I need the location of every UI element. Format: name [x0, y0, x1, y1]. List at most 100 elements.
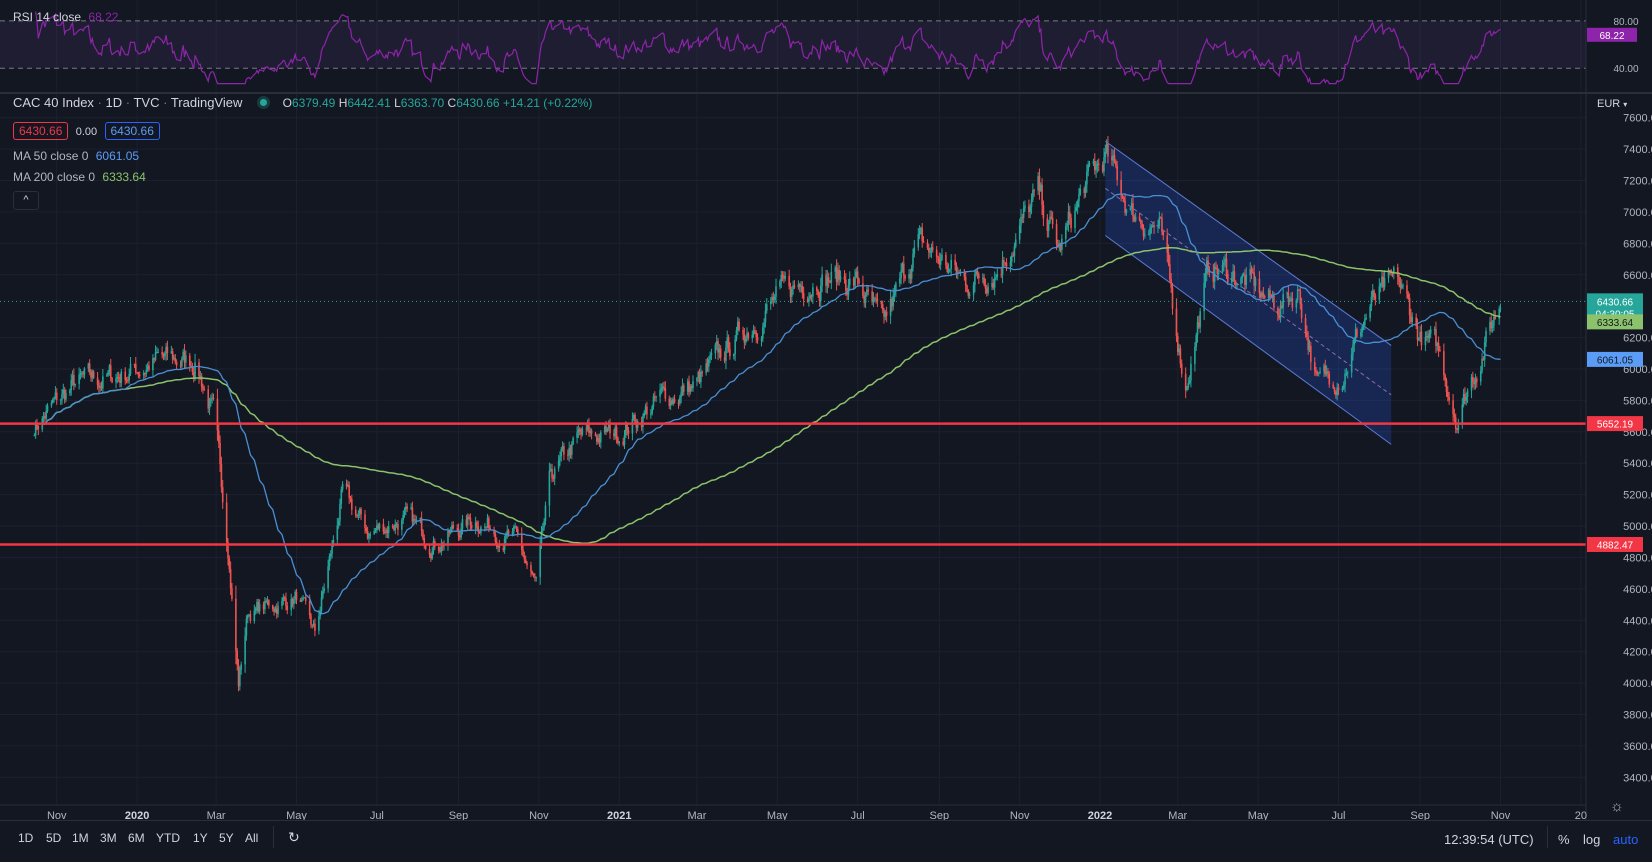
- candle-body: [211, 397, 213, 399]
- candle: [314, 618, 316, 637]
- settings-gear-icon[interactable]: ☼: [1610, 798, 1624, 815]
- candle-body: [1354, 329, 1357, 339]
- candle: [300, 596, 303, 603]
- candle-body: [1088, 163, 1091, 165]
- collapse-legend-button[interactable]: ^: [13, 191, 39, 210]
- candle-body: [1490, 321, 1493, 329]
- candle-body: [954, 259, 956, 266]
- candle: [1475, 376, 1478, 388]
- candle: [995, 273, 997, 281]
- rsi-legend[interactable]: RSI 14 close 68.22: [13, 10, 118, 24]
- candle-body: [1030, 199, 1033, 207]
- ask-box[interactable]: 6430.66: [104, 122, 160, 140]
- log-toggle[interactable]: log: [1583, 832, 1601, 847]
- candle-body: [459, 535, 461, 538]
- open-value: 6379.49: [291, 96, 336, 110]
- candle: [366, 526, 369, 540]
- candle-body: [71, 375, 74, 381]
- rsi-pane[interactable]: [0, 11, 1586, 85]
- candle-body: [809, 295, 812, 299]
- candle-body: [835, 267, 838, 283]
- timeframe-button-1d[interactable]: 1D: [18, 831, 34, 845]
- timeframe-button-3m[interactable]: 3M: [100, 831, 117, 845]
- candle-body: [82, 373, 84, 375]
- clock-timezone[interactable]: 12:39:54 (UTC): [1444, 832, 1534, 847]
- candle-body: [569, 447, 572, 455]
- candle-body: [885, 311, 888, 316]
- candle-body: [1435, 329, 1437, 346]
- candle: [1075, 201, 1078, 212]
- candle-body: [1014, 239, 1017, 247]
- candle: [1290, 292, 1292, 302]
- candle: [1142, 224, 1145, 241]
- candle: [146, 362, 149, 373]
- candle-body: [1068, 211, 1071, 219]
- timeframe-button-5d[interactable]: 5D: [46, 831, 62, 845]
- horizontal-lines[interactable]: [0, 300, 1586, 546]
- candle: [117, 371, 120, 383]
- timeframe-button-5y[interactable]: 5Y: [219, 831, 234, 845]
- ma50-legend[interactable]: MA 50 close 0 6061.05: [13, 149, 139, 163]
- symbol-legend[interactable]: CAC 40 Index · 1D · TVC · TradingView O6…: [13, 95, 593, 110]
- timeframe-button-all[interactable]: All: [245, 831, 259, 845]
- candle: [1055, 219, 1058, 251]
- candle: [91, 369, 94, 382]
- candle-body: [506, 530, 509, 534]
- ma200-legend[interactable]: MA 200 close 0 6333.64: [13, 170, 146, 184]
- candle: [340, 486, 343, 510]
- candle: [271, 604, 274, 612]
- percent-toggle[interactable]: %: [1558, 832, 1570, 847]
- candle: [1456, 427, 1458, 434]
- candle: [590, 428, 593, 440]
- candle: [867, 285, 870, 296]
- timeframe-button-6m[interactable]: 6M: [128, 831, 145, 845]
- candle-body: [311, 624, 314, 626]
- candle-body: [729, 348, 731, 357]
- go-to-date-icon[interactable]: ↻: [288, 829, 300, 845]
- timeframe-button-ytd[interactable]: YTD: [156, 831, 180, 845]
- candle-body: [1407, 293, 1410, 298]
- candle: [922, 236, 925, 244]
- candle: [96, 371, 99, 390]
- candle: [557, 454, 560, 472]
- candle: [100, 381, 103, 391]
- candle: [157, 348, 159, 353]
- candle-body: [115, 378, 117, 383]
- candle-body: [1020, 217, 1022, 226]
- candle-body: [312, 623, 315, 625]
- auto-scale-toggle[interactable]: auto: [1613, 832, 1639, 847]
- candle: [1212, 263, 1215, 289]
- candle-body: [1149, 227, 1151, 234]
- candle: [909, 269, 912, 285]
- timeframe-button-1y[interactable]: 1Y: [193, 831, 208, 845]
- candle: [1184, 367, 1187, 399]
- candle-body: [1003, 260, 1005, 263]
- candle: [1079, 184, 1082, 196]
- bid-box[interactable]: 6430.66: [13, 122, 69, 140]
- currency-selector[interactable]: EUR ▾: [1597, 98, 1627, 110]
- candle-body: [692, 381, 694, 389]
- candle-body: [1335, 391, 1337, 395]
- candle: [108, 363, 111, 376]
- candlestick-series[interactable]: [33, 136, 1502, 692]
- candle: [88, 359, 91, 376]
- candle-body: [530, 565, 532, 572]
- candle: [1140, 219, 1142, 229]
- timeframe-button-1m[interactable]: 1M: [72, 831, 89, 845]
- candle-body: [1337, 387, 1340, 391]
- candle: [145, 364, 148, 377]
- candle: [765, 298, 768, 314]
- candle-body: [966, 285, 968, 291]
- candle: [884, 309, 887, 321]
- low-value: 6363.70: [400, 96, 445, 110]
- candle: [1004, 262, 1007, 267]
- candle: [452, 521, 455, 530]
- candle: [414, 514, 416, 522]
- candle-body: [1232, 271, 1234, 278]
- candle-body: [618, 441, 621, 444]
- candle: [714, 342, 717, 360]
- candle-body: [266, 600, 269, 602]
- candle: [762, 322, 764, 343]
- candle: [885, 306, 888, 323]
